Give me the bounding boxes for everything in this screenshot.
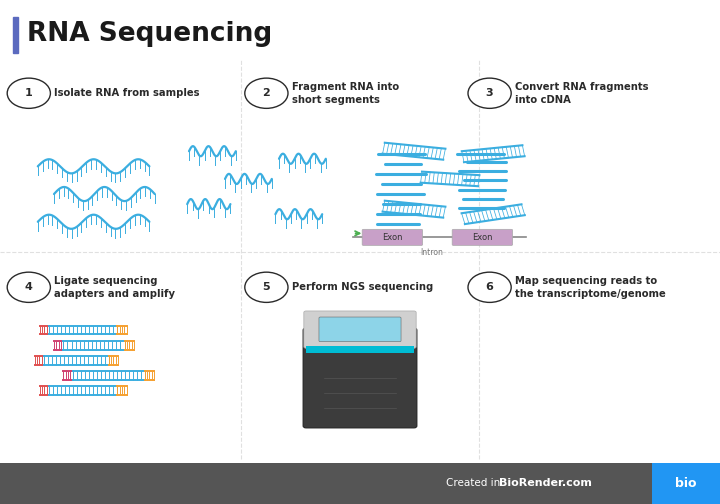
Text: 4: 4 bbox=[25, 282, 32, 292]
Text: Ligate sequencing
adapters and amplify: Ligate sequencing adapters and amplify bbox=[54, 276, 175, 299]
Circle shape bbox=[468, 272, 511, 302]
Circle shape bbox=[245, 78, 288, 108]
Text: Intron: Intron bbox=[420, 248, 444, 257]
Bar bbox=[652, 463, 720, 504]
Text: bio: bio bbox=[675, 477, 696, 490]
Circle shape bbox=[7, 78, 50, 108]
Circle shape bbox=[468, 78, 511, 108]
Bar bbox=[13, 17, 18, 53]
Text: BioRender.com: BioRender.com bbox=[499, 478, 592, 488]
Text: 1: 1 bbox=[25, 88, 32, 98]
FancyBboxPatch shape bbox=[452, 229, 513, 245]
Text: Convert RNA fragments
into cDNA: Convert RNA fragments into cDNA bbox=[515, 82, 648, 105]
FancyBboxPatch shape bbox=[362, 229, 423, 245]
Bar bbox=[306, 346, 414, 353]
Text: 6: 6 bbox=[486, 282, 493, 292]
Circle shape bbox=[245, 272, 288, 302]
Text: Isolate RNA from samples: Isolate RNA from samples bbox=[54, 88, 199, 98]
Text: Created in: Created in bbox=[446, 478, 504, 488]
Text: 3: 3 bbox=[486, 88, 493, 98]
Text: Map sequencing reads to
the transcriptome/genome: Map sequencing reads to the transcriptom… bbox=[515, 276, 665, 299]
FancyBboxPatch shape bbox=[303, 328, 417, 428]
Text: Perform NGS sequencing: Perform NGS sequencing bbox=[292, 282, 433, 292]
Text: 5: 5 bbox=[263, 282, 270, 292]
Text: 2: 2 bbox=[263, 88, 270, 98]
Text: Exon: Exon bbox=[472, 233, 492, 242]
Circle shape bbox=[7, 272, 50, 302]
Text: Fragment RNA into
short segments: Fragment RNA into short segments bbox=[292, 82, 399, 105]
FancyBboxPatch shape bbox=[319, 317, 401, 342]
Bar bbox=[0, 463, 720, 504]
FancyBboxPatch shape bbox=[304, 311, 416, 348]
Text: Exon: Exon bbox=[382, 233, 402, 242]
Text: RNA Sequencing: RNA Sequencing bbox=[27, 21, 273, 47]
